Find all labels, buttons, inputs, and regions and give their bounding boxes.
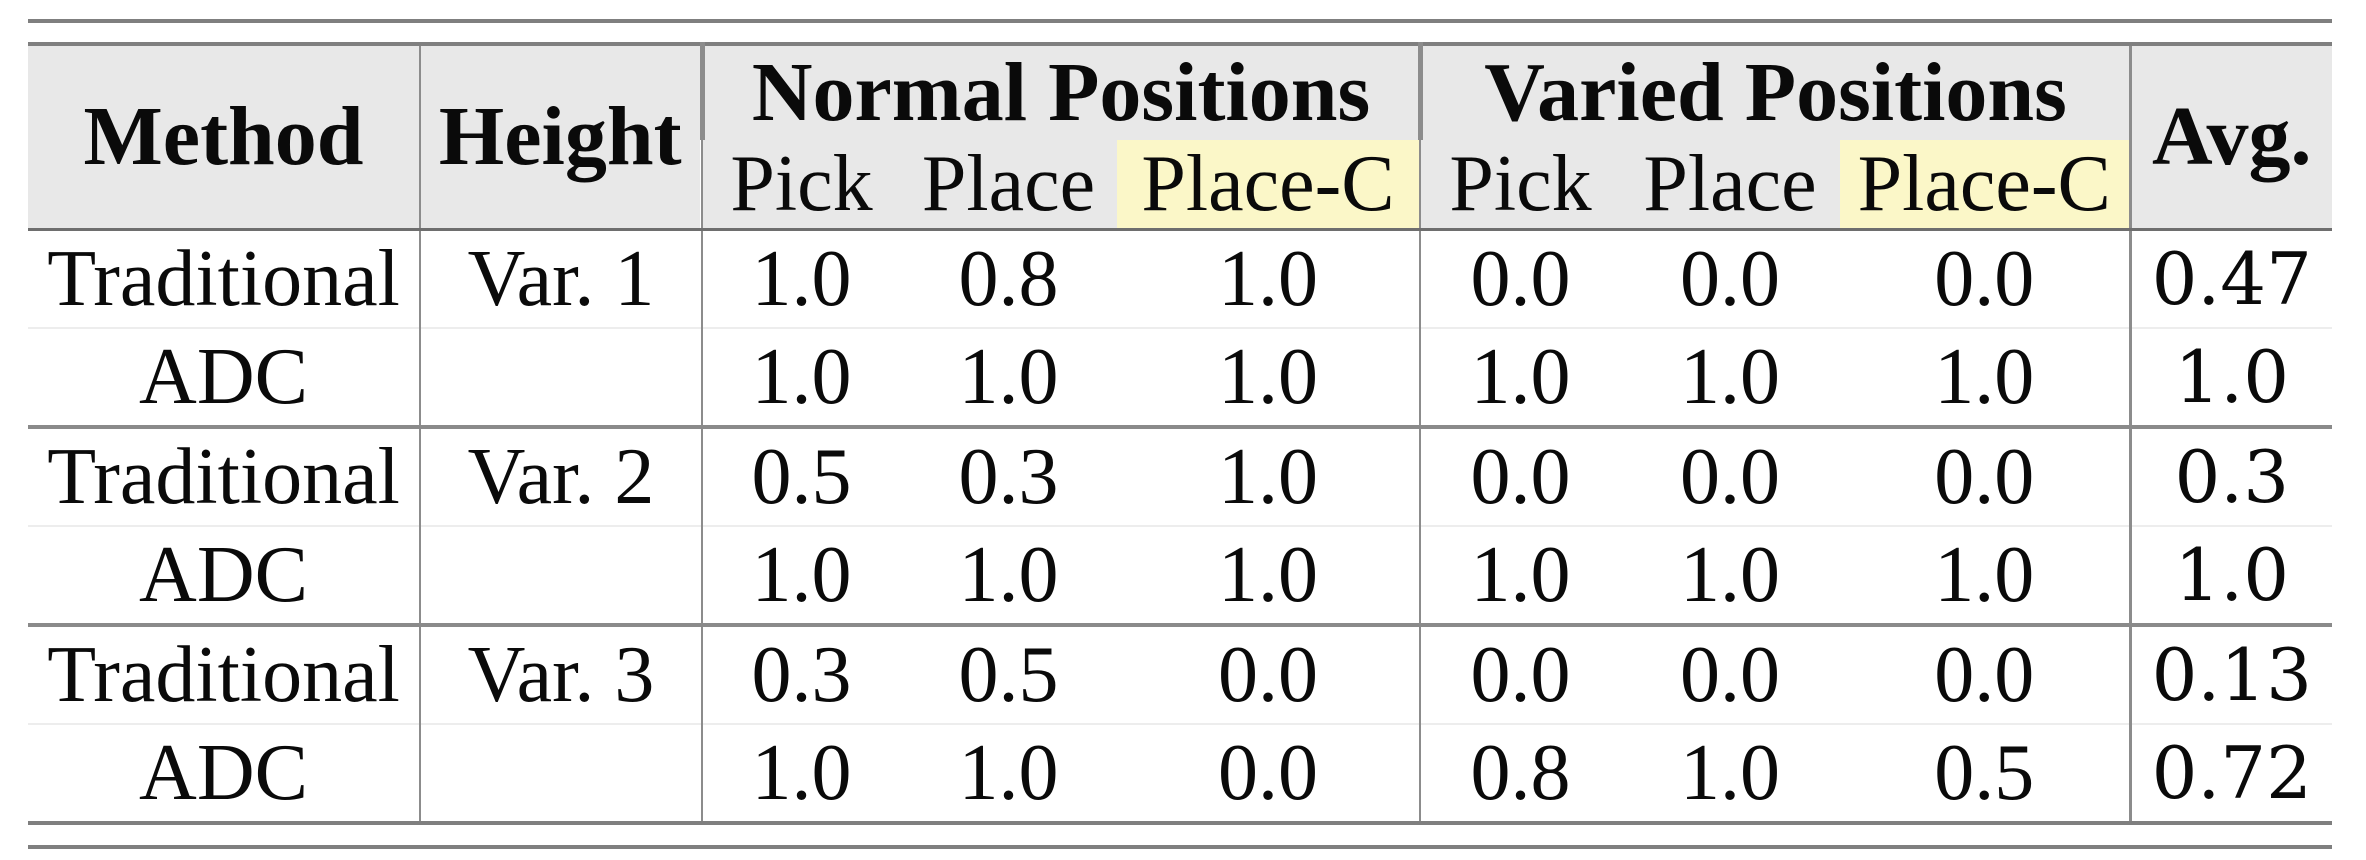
value-cell: 0.0: [1420, 229, 1621, 328]
table-row: Traditional Var. 2 0.5 0.3 1.0 0.0 0.0 0…: [28, 425, 2333, 526]
value-cell: 1.0: [702, 229, 900, 328]
height-cell-empty: [420, 723, 703, 825]
value-cell: 0.5: [702, 425, 900, 526]
method-cell: ADC: [28, 327, 421, 427]
value-cell: 1.0: [702, 327, 900, 427]
table-row: Traditional Var. 1 1.0 0.8 1.0 0.0 0.0 0…: [28, 229, 2333, 328]
height-cell-empty: [420, 327, 703, 427]
value-cell: 1.0: [1620, 525, 1841, 625]
height-cell: Var. 1: [420, 229, 703, 328]
value-cell: 1.0: [900, 327, 1117, 427]
value-cell: 1.0: [1620, 327, 1841, 427]
avg-cell: 1.0: [2128, 525, 2333, 625]
subcol-header-place-c-normal: Place-C: [1117, 140, 1422, 231]
subcol-header-place-c-varied: Place-C: [1840, 140, 2132, 231]
avg-cell: 1.0: [2128, 327, 2333, 427]
table-row: Traditional Var. 3 0.3 0.5 0.0 0.0 0.0 0…: [28, 623, 2333, 724]
value-cell: 0.0: [1620, 425, 1841, 526]
subcol-header-pick-varied: Pick: [1420, 140, 1621, 231]
subcol-header-place-normal: Place: [900, 140, 1117, 231]
col-header-avg: Avg.: [2128, 42, 2333, 231]
method-cell: ADC: [28, 723, 421, 825]
value-cell: 1.0: [1420, 327, 1621, 427]
value-cell: 1.0: [1117, 229, 1422, 328]
bottom-rule: [28, 845, 2332, 849]
value-cell: 1.0: [1620, 723, 1841, 825]
value-cell: 0.3: [702, 623, 900, 724]
results-table: Method Height Normal Positions Varied Po…: [28, 42, 2333, 825]
value-cell: 1.0: [1117, 327, 1422, 427]
value-cell: 1.0: [1840, 327, 2132, 427]
value-cell: 0.5: [1840, 723, 2132, 825]
avg-cell: 0.3: [2128, 425, 2333, 526]
value-cell: 0.3: [900, 425, 1117, 526]
value-cell: 0.0: [1840, 425, 2132, 526]
value-cell: 1.0: [702, 723, 900, 825]
value-cell: 0.0: [1620, 623, 1841, 724]
col-header-method: Method: [28, 42, 421, 231]
value-cell: 0.8: [1420, 723, 1621, 825]
height-cell: Var. 3: [420, 623, 703, 724]
subcol-header-pick-normal: Pick: [702, 140, 900, 231]
top-rule: [28, 19, 2332, 23]
header-row-main: Method Height Normal Positions Varied Po…: [28, 42, 2333, 231]
value-cell: 0.0: [1117, 723, 1422, 825]
header-row-sub: Pick Place Place-C Pick Place Place-C: [28, 140, 2332, 231]
method-cell: Traditional: [28, 425, 421, 526]
table-row: ADC 1.0 1.0 1.0 1.0 1.0 1.0 1.0: [28, 525, 2333, 625]
value-cell: 1.0: [900, 723, 1117, 825]
value-cell: 0.0: [1117, 623, 1422, 724]
value-cell: 1.0: [1117, 425, 1422, 526]
value-cell: 0.5: [900, 623, 1117, 724]
avg-cell: 0.13: [2128, 623, 2333, 724]
value-cell: 1.0: [1420, 525, 1621, 625]
value-cell: 1.0: [900, 525, 1117, 625]
avg-cell: 0.47: [2128, 229, 2333, 328]
group-header-varied-positions: Varied Positions: [1417, 42, 2131, 140]
col-header-height: Height: [420, 42, 703, 231]
value-cell: 0.0: [1840, 623, 2132, 724]
subcol-header-place-varied: Place: [1620, 140, 1841, 231]
value-cell: 1.0: [1117, 525, 1422, 625]
avg-cell: 0.72: [2128, 723, 2333, 825]
value-cell: 1.0: [1840, 525, 2132, 625]
value-cell: 0.0: [1420, 623, 1621, 724]
value-cell: 1.0: [702, 525, 900, 625]
method-cell: ADC: [28, 525, 421, 625]
value-cell: 0.0: [1840, 229, 2132, 328]
value-cell: 0.0: [1420, 425, 1621, 526]
value-cell: 0.8: [900, 229, 1117, 328]
table-row: ADC 1.0 1.0 0.0 0.8 1.0 0.5 0.72: [28, 723, 2333, 825]
value-cell: 0.0: [1620, 229, 1841, 328]
group-header-normal-positions: Normal Positions: [699, 42, 1421, 140]
height-cell-empty: [420, 525, 703, 625]
method-cell: Traditional: [28, 229, 421, 328]
method-cell: Traditional: [28, 623, 421, 724]
table-row: ADC 1.0 1.0 1.0 1.0 1.0 1.0 1.0: [28, 327, 2333, 427]
height-cell: Var. 2: [420, 425, 703, 526]
